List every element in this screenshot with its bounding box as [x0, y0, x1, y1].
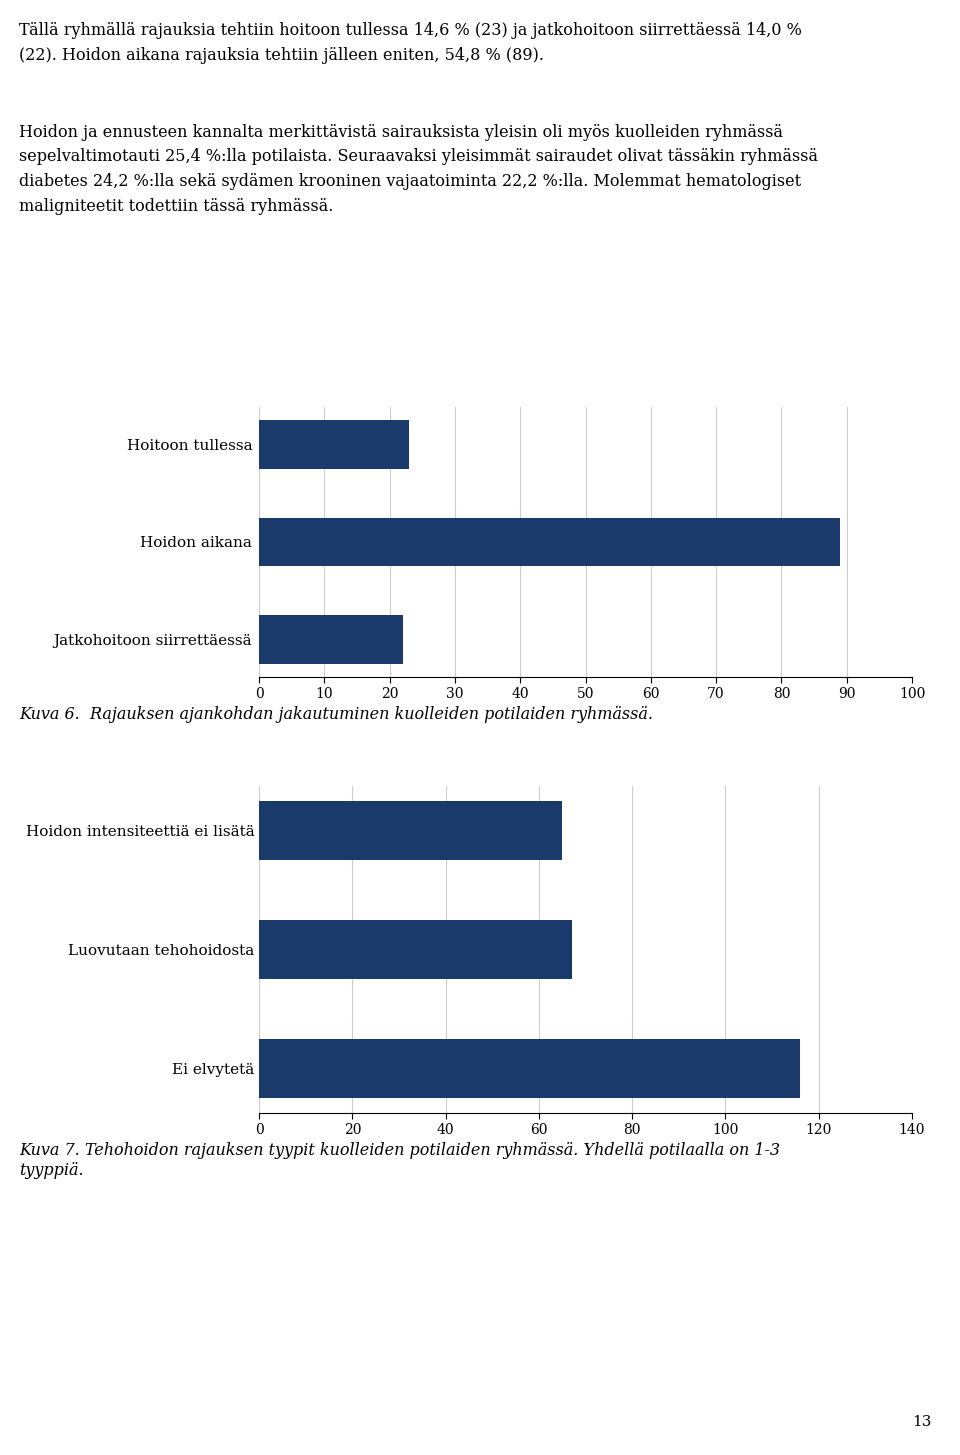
Bar — [259, 1039, 800, 1099]
Bar — [259, 615, 403, 665]
Bar — [259, 800, 563, 860]
Text: Tällä ryhmällä rajauksia tehtiin hoitoon tullessa 14,6 % (23) ja jatkohoitoon si: Tällä ryhmällä rajauksia tehtiin hoitoon… — [19, 22, 802, 64]
Text: Kuva 7. Tehohoidon rajauksen tyypit kuolleiden potilaiden ryhmässä. Yhdellä poti: Kuva 7. Tehohoidon rajauksen tyypit kuol… — [19, 1142, 780, 1179]
Text: Hoidon ja ennusteen kannalta merkittävistä sairauksista yleisin oli myös kuollei: Hoidon ja ennusteen kannalta merkittävis… — [19, 124, 818, 215]
Bar — [259, 419, 409, 469]
Bar — [259, 920, 571, 979]
Text: 13: 13 — [912, 1414, 931, 1429]
Bar — [259, 518, 840, 566]
Text: Kuva 6.  Rajauksen ajankohdan jakautuminen kuolleiden potilaiden ryhmässä.: Kuva 6. Rajauksen ajankohdan jakautumine… — [19, 706, 653, 723]
